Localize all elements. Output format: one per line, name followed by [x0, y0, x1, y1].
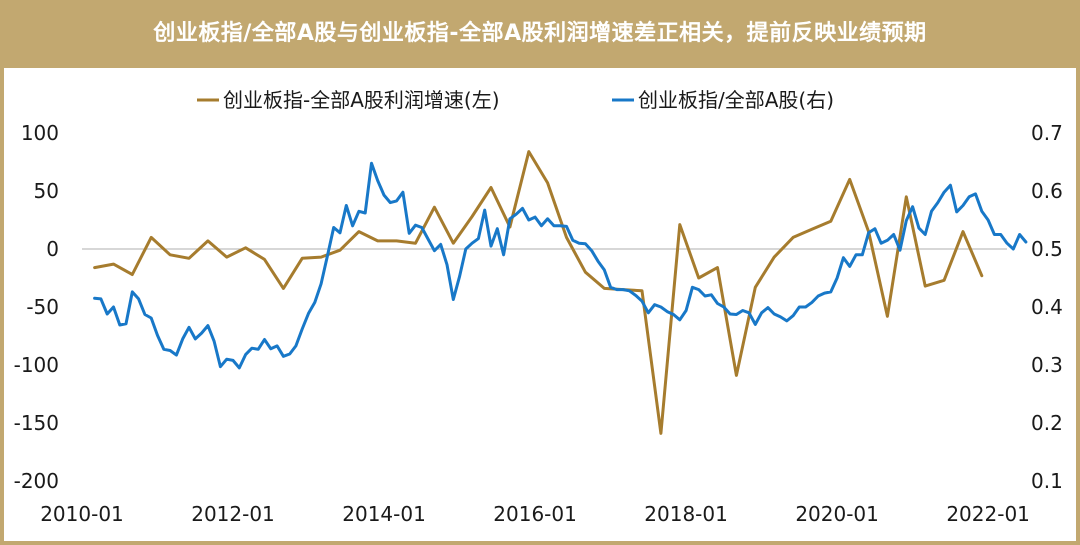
y-right-tick-label: 0.4: [1031, 295, 1063, 319]
legend-item-profit-growth-diff-label: 创业板指-全部A股利润增速(左): [223, 88, 500, 112]
legend-item-chinext-ratio-label: 创业板指/全部A股(右): [638, 88, 834, 112]
x-tick-label: 2020-01: [795, 502, 879, 526]
y-left-tick-label: -50: [26, 295, 59, 319]
y-left-tick-label: -200: [14, 469, 59, 493]
y-left-tick-label: 50: [34, 179, 59, 203]
y-right-tick-label: 0.1: [1031, 469, 1063, 493]
y-right-tick-label: 0.2: [1031, 411, 1063, 435]
y-right-tick-label: 0.7: [1031, 121, 1063, 145]
x-tick-label: 2014-01: [342, 502, 426, 526]
y-right-tick-label: 0.6: [1031, 179, 1063, 203]
series-line-chinext-ratio: [93, 161, 1028, 370]
x-tick-label: 2022-01: [946, 502, 1030, 526]
chart-panel: [4, 68, 1076, 541]
y-left-tick-label: -150: [14, 411, 59, 435]
y-left-tick-label: -100: [14, 353, 59, 377]
x-tick-label: 2010-01: [40, 502, 124, 526]
y-left-tick-label: 100: [21, 121, 59, 145]
x-tick-label: 2012-01: [191, 502, 275, 526]
chart-title: 创业板指/全部A股与创业板指-全部A股利润增速差正相关，提前反映业绩预期: [153, 21, 927, 46]
y-left-tick-label: 0: [46, 237, 59, 261]
y-right-tick-label: 0.3: [1031, 353, 1063, 377]
y-right-tick-label: 0.5: [1031, 237, 1063, 261]
x-tick-label: 2018-01: [644, 502, 728, 526]
series-line-profit-growth-diff: [93, 150, 984, 435]
x-tick-label: 2016-01: [493, 502, 577, 526]
